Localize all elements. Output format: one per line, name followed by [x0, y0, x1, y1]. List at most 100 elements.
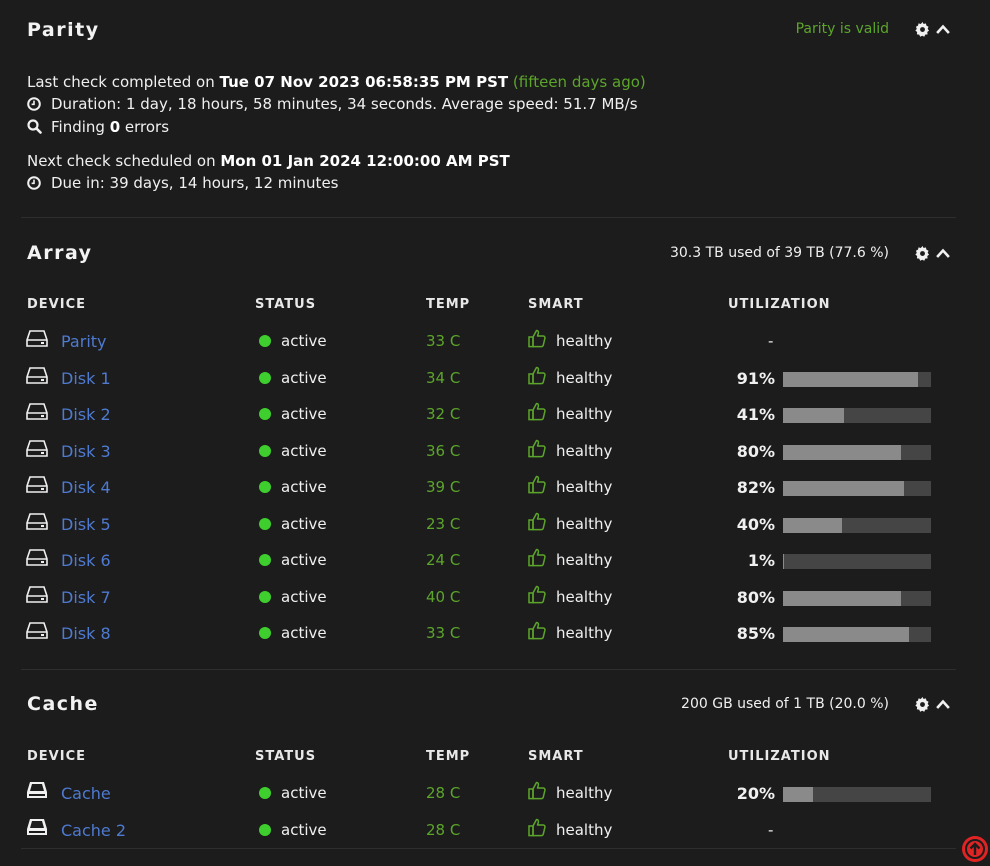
device-link[interactable]: Cache 2 [61, 820, 127, 840]
last-check-line: Last check completed on Tue 07 Nov 2023 … [27, 73, 646, 91]
scroll-to-top-button[interactable] [962, 836, 988, 862]
next-check-line: Next check scheduled on Mon 01 Jan 2024 … [27, 152, 510, 170]
device-smart[interactable]: healthy [528, 548, 612, 569]
device-smart[interactable]: healthy [528, 781, 613, 802]
chevron-up-icon[interactable] [936, 697, 950, 711]
last-check-ago: (fifteen days ago) [512, 73, 646, 91]
utilization-bar [783, 371, 931, 387]
gear-icon[interactable] [915, 245, 930, 261]
device-smart[interactable]: healthy [528, 475, 612, 496]
status-text: active [281, 551, 327, 569]
status-text: active [281, 332, 327, 350]
device-link[interactable]: Disk 2 [61, 405, 111, 424]
device-temp: 24 C [426, 551, 461, 569]
utilization-bar-fill [783, 517, 843, 533]
device-smart[interactable]: healthy [528, 366, 612, 387]
device-temp: 33 C [426, 624, 461, 642]
gear-icon[interactable] [915, 696, 930, 712]
device-status: active [259, 624, 327, 642]
array-usage: 30.3 TB used of 39 TB (77.6 %) [669, 245, 889, 261]
device-link[interactable]: Disk 4 [61, 478, 111, 497]
thumbs-up-icon [528, 781, 546, 800]
last-check-date: Tue 07 Nov 2023 06:58:35 PM PST [219, 73, 509, 91]
device-status: active [259, 332, 327, 350]
utilization-percent: 40% [736, 514, 775, 534]
status-text: active [281, 478, 327, 496]
hard-drive-icon [26, 620, 48, 640]
device-link[interactable]: Disk 5 [61, 514, 111, 534]
device-link[interactable]: Disk 8 [61, 624, 111, 643]
utilization-bar-fill [783, 554, 785, 569]
status-text: active [281, 368, 327, 387]
device-status: active [259, 405, 327, 423]
device-row: Disk 2 active 32 C healthy 41% [21, 402, 956, 441]
chevron-up-icon[interactable] [936, 22, 950, 36]
utilization-percent: 41% [736, 405, 775, 424]
device-status: active [259, 551, 327, 569]
column-header-smart: SMART [528, 749, 584, 764]
device-link[interactable]: Disk 3 [61, 441, 111, 461]
smart-text: healthy [556, 784, 613, 802]
utilization-bar [783, 517, 931, 533]
hard-drive-icon [26, 365, 48, 385]
column-header-temp: TEMP [426, 297, 471, 312]
device-smart[interactable]: healthy [528, 439, 612, 460]
utilization-bar-fill [783, 787, 813, 802]
thumbs-up-icon [528, 402, 546, 421]
device-smart[interactable]: healthy [528, 329, 612, 350]
device-link[interactable]: Disk 6 [61, 551, 111, 570]
device-status: active [259, 478, 327, 496]
gear-icon[interactable] [915, 21, 930, 37]
thumbs-up-icon [528, 366, 546, 385]
hard-drive-icon [26, 328, 48, 348]
clock-icon [27, 97, 41, 111]
device-smart[interactable]: healthy [528, 621, 613, 642]
device-link[interactable]: Disk 7 [61, 587, 111, 607]
smart-text: healthy [556, 624, 613, 642]
device-link[interactable]: Parity [61, 332, 107, 351]
thumbs-up-icon [528, 439, 546, 458]
device-smart[interactable]: healthy [528, 512, 612, 533]
device-status: active [259, 369, 327, 387]
status-text: active [281, 624, 327, 642]
thumbs-up-icon [528, 621, 546, 640]
column-header-utilization: UTILIZATION [728, 749, 831, 764]
device-temp: 23 C [426, 514, 461, 533]
status-text: active [281, 820, 327, 839]
due-in-text: Due in: 39 days, 14 hours, 12 minutes [51, 174, 339, 192]
array-panel: Array 30.3 TB used of 39 TB (77.6 %) DEV… [21, 218, 956, 670]
status-dot-icon [259, 590, 271, 603]
next-check-date: Mon 01 Jan 2024 12:00:00 AM PST [220, 152, 510, 170]
device-temp: 32 C [426, 405, 461, 423]
device-link[interactable]: Cache [61, 784, 111, 803]
column-header-temp: TEMP [426, 749, 471, 764]
chevron-up-icon[interactable] [936, 246, 950, 260]
clock-icon [27, 176, 41, 190]
device-link[interactable]: Disk 1 [61, 368, 111, 388]
array-title: Array [27, 242, 93, 264]
device-row: Disk 4 active 39 C healthy 82% [21, 475, 956, 514]
utilization-bar [783, 590, 931, 606]
thumbs-up-icon [528, 585, 546, 604]
device-smart[interactable]: healthy [528, 585, 612, 606]
duration-text: Duration: 1 day, 18 hours, 58 minutes, 3… [51, 95, 638, 113]
utilization-bar [783, 444, 931, 460]
device-smart[interactable]: healthy [528, 818, 612, 839]
status-dot-icon [259, 481, 271, 493]
device-temp: 40 C [426, 587, 461, 606]
device-smart[interactable]: healthy [528, 402, 612, 423]
finding-line: Finding 0 errors [27, 118, 169, 136]
utilization-bar [783, 408, 931, 423]
thumbs-up-icon [528, 475, 546, 494]
thumbs-up-icon [528, 548, 546, 567]
search-icon [27, 119, 42, 134]
device-status: active [259, 515, 327, 533]
device-row: Cache 2 active 28 C healthy - [21, 818, 956, 857]
thumbs-up-icon [528, 329, 546, 348]
utilization-bar-fill [783, 590, 902, 606]
thumbs-up-icon [528, 512, 546, 531]
parity-status: Parity is valid [795, 21, 889, 37]
utilization-bar [783, 787, 931, 802]
utilization-percent: 91% [736, 368, 775, 388]
hard-drive-icon [26, 584, 48, 604]
